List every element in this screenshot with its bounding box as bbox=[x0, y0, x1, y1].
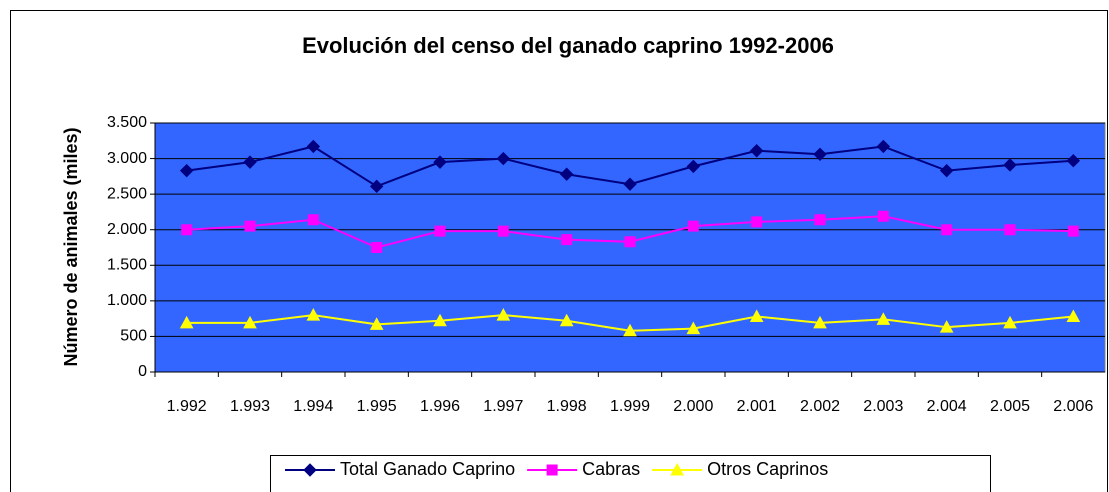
data-point bbox=[813, 315, 827, 329]
legend-label: Otros Caprinos bbox=[707, 459, 828, 479]
data-point bbox=[813, 147, 827, 162]
data-point bbox=[623, 177, 637, 191]
data-point bbox=[1066, 153, 1081, 168]
data-point bbox=[623, 323, 637, 337]
y-axis-label: Número de animales (miles) bbox=[61, 127, 81, 366]
data-point bbox=[814, 214, 826, 226]
data-point bbox=[877, 210, 889, 222]
data-point bbox=[433, 155, 447, 169]
data-point bbox=[244, 220, 256, 232]
data-point bbox=[181, 224, 193, 236]
data-point bbox=[179, 163, 194, 178]
data-point bbox=[496, 308, 511, 321]
y-tick-label: 3.500 bbox=[107, 114, 147, 131]
data-point bbox=[686, 321, 701, 335]
data-point bbox=[433, 313, 447, 327]
x-tick-label: 2.004 bbox=[927, 398, 967, 415]
data-point bbox=[876, 139, 891, 154]
x-tick-label: 2.005 bbox=[990, 398, 1030, 415]
y-tick-label: 2.000 bbox=[107, 221, 147, 238]
x-tick-label: 1.992 bbox=[167, 398, 207, 415]
x-tick-label: 1.998 bbox=[547, 398, 587, 415]
data-point bbox=[1003, 158, 1017, 172]
x-tick-label: 2.003 bbox=[863, 398, 903, 415]
data-point bbox=[939, 320, 954, 333]
legend-marker bbox=[546, 464, 558, 476]
data-point bbox=[1004, 224, 1016, 236]
legend-marker bbox=[303, 463, 317, 477]
data-point bbox=[1003, 315, 1017, 329]
x-tick-label: 2.006 bbox=[1053, 398, 1093, 415]
data-point bbox=[497, 225, 509, 237]
data-point bbox=[306, 308, 321, 321]
x-tick-label: 2.000 bbox=[673, 398, 713, 415]
data-point bbox=[687, 220, 699, 232]
data-point bbox=[371, 242, 383, 253]
data-point bbox=[749, 144, 764, 158]
data-point bbox=[751, 216, 763, 228]
data-point bbox=[749, 309, 764, 323]
y-tick-label: 0 bbox=[138, 363, 147, 380]
y-tick-label: 1.000 bbox=[107, 292, 147, 309]
legend-label: Total Ganado Caprino bbox=[340, 459, 515, 479]
chart-title: Evolución del censo del ganado caprino 1… bbox=[302, 33, 834, 58]
x-tick-label: 2.001 bbox=[737, 398, 777, 415]
data-point bbox=[243, 315, 257, 329]
y-tick-label: 3.000 bbox=[107, 150, 147, 167]
data-point bbox=[434, 225, 446, 237]
x-tick-label: 1.994 bbox=[293, 398, 333, 415]
x-tick-label: 1.999 bbox=[610, 398, 650, 415]
data-point bbox=[624, 236, 636, 248]
x-tick-label: 1.997 bbox=[483, 398, 523, 415]
data-point bbox=[369, 179, 384, 194]
data-point bbox=[1066, 309, 1081, 323]
y-tick-label: 1.500 bbox=[107, 257, 147, 274]
x-tick-label: 1.996 bbox=[420, 398, 460, 415]
data-point bbox=[559, 313, 574, 327]
data-point bbox=[1067, 225, 1079, 237]
data-point bbox=[561, 234, 573, 246]
y-tick-label: 500 bbox=[120, 328, 147, 345]
data-point bbox=[306, 139, 321, 154]
data-point bbox=[941, 224, 953, 236]
data-point bbox=[496, 151, 511, 166]
data-point bbox=[939, 163, 954, 178]
x-tick-label: 2.002 bbox=[800, 398, 840, 415]
data-point bbox=[307, 214, 319, 226]
x-tick-label: 1.993 bbox=[230, 398, 270, 415]
legend-marker bbox=[670, 462, 684, 476]
y-tick-label: 2.500 bbox=[107, 185, 147, 202]
x-tick-label: 1.995 bbox=[357, 398, 397, 415]
legend-box bbox=[270, 455, 991, 492]
data-point bbox=[369, 317, 384, 330]
data-point bbox=[876, 312, 891, 325]
data-point bbox=[686, 159, 701, 174]
data-point bbox=[179, 315, 194, 329]
data-point bbox=[559, 167, 574, 181]
data-point bbox=[243, 155, 257, 169]
legend-label: Cabras bbox=[582, 459, 640, 479]
